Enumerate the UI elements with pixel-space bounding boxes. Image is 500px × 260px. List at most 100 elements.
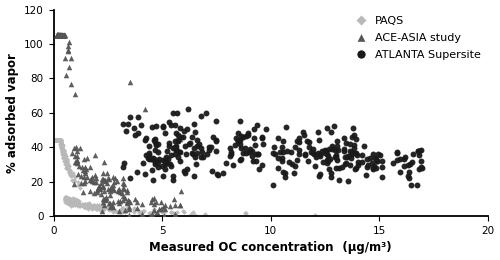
Point — [148, 197, 156, 202]
Point — [409, 152, 417, 156]
Point — [52, 138, 60, 142]
Point — [98, 205, 106, 210]
Point — [62, 195, 70, 199]
Point — [272, 152, 280, 156]
Point — [54, 33, 62, 37]
Point — [241, 211, 249, 215]
Point — [324, 159, 332, 163]
Point — [124, 198, 132, 202]
Point — [68, 200, 76, 205]
Point — [58, 147, 66, 151]
Point — [55, 138, 63, 142]
Point — [101, 178, 109, 182]
Point — [114, 188, 122, 192]
Point — [126, 209, 134, 213]
Point — [78, 202, 86, 206]
Point — [65, 40, 73, 44]
Point — [181, 144, 189, 148]
Point — [60, 153, 68, 157]
Point — [299, 129, 307, 134]
Point — [56, 138, 64, 142]
Point — [52, 138, 60, 142]
Point — [244, 131, 252, 135]
Point — [406, 170, 413, 174]
Point — [140, 209, 147, 213]
Point — [125, 207, 133, 211]
Point — [52, 138, 60, 142]
Point — [239, 151, 247, 155]
Point — [60, 150, 68, 154]
Point — [130, 126, 138, 130]
Point — [83, 175, 91, 179]
Point — [57, 145, 65, 149]
Point — [51, 138, 59, 142]
Point — [160, 205, 168, 210]
Point — [58, 140, 66, 144]
Point — [54, 33, 62, 37]
Point — [400, 157, 408, 161]
Point — [378, 175, 386, 179]
Point — [52, 138, 60, 142]
Point — [373, 159, 381, 163]
Point — [71, 92, 79, 96]
Point — [393, 158, 401, 162]
Point — [150, 202, 158, 206]
Point — [321, 148, 329, 152]
Point — [52, 138, 60, 142]
Point — [360, 144, 368, 148]
Point — [236, 142, 244, 146]
Point — [81, 171, 89, 175]
Point — [51, 138, 59, 142]
Point — [60, 33, 68, 37]
Point — [57, 33, 65, 37]
Point — [56, 138, 64, 142]
Point — [56, 33, 64, 37]
Point — [56, 33, 64, 37]
Point — [58, 33, 66, 37]
Point — [154, 160, 162, 164]
Point — [115, 209, 123, 213]
Point — [226, 153, 234, 158]
Point — [196, 142, 203, 146]
Point — [52, 138, 60, 142]
Point — [258, 135, 266, 140]
Point — [369, 152, 377, 156]
Point — [146, 210, 154, 214]
Point — [327, 171, 335, 175]
Point — [108, 207, 116, 211]
Point — [192, 161, 200, 166]
Point — [50, 138, 58, 142]
Point — [86, 206, 94, 210]
Point — [154, 165, 162, 169]
Point — [312, 155, 320, 159]
Point — [54, 138, 62, 142]
Point — [180, 169, 188, 173]
Point — [53, 138, 61, 142]
Point — [322, 152, 330, 156]
Point — [186, 142, 194, 146]
Point — [74, 200, 82, 204]
Point — [65, 196, 73, 200]
Point — [348, 153, 356, 157]
Point — [51, 138, 59, 142]
Point — [188, 135, 196, 140]
Point — [52, 138, 60, 142]
Point — [278, 157, 286, 161]
Point — [117, 208, 125, 212]
Point — [52, 138, 60, 142]
Point — [82, 167, 90, 171]
Point — [67, 201, 75, 205]
Point — [82, 204, 90, 209]
Point — [237, 146, 245, 150]
Point — [172, 147, 180, 152]
Point — [116, 199, 124, 203]
Point — [58, 149, 66, 153]
Point — [54, 138, 62, 142]
Point — [172, 147, 180, 151]
Point — [133, 206, 141, 210]
Point — [52, 138, 60, 142]
Point — [160, 167, 168, 171]
Point — [160, 214, 168, 218]
Point — [300, 133, 308, 138]
Point — [57, 33, 65, 37]
